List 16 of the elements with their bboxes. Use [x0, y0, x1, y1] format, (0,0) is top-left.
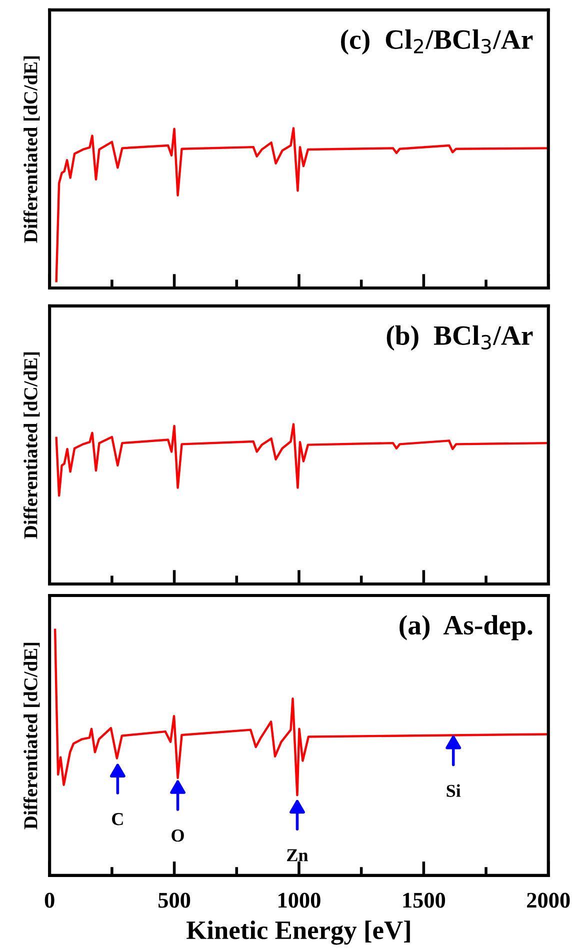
x-tick-label: 0 — [44, 892, 54, 908]
x-axis-title: Kinetic Energy [eV] — [186, 920, 410, 945]
chart-title: (b) BCl$_{3}$/Ar — [386, 325, 533, 351]
x-tick-label: 500 — [158, 892, 190, 908]
annotation: Si — [446, 784, 461, 797]
y-axis-title: Differentiated [dC/dE] — [23, 56, 40, 243]
chart-title: (a) As-dep. — [400, 615, 532, 640]
annotation: C — [112, 813, 123, 826]
chart-title: (c) Cl$_{2}$/BCl$_{3}$/Ar — [341, 29, 533, 55]
x-tick-label: 1000 — [278, 892, 320, 908]
x-tick-label: 1500 — [403, 892, 446, 908]
x-tick-label: 2000 — [527, 892, 570, 908]
annotation: Zn — [287, 849, 308, 862]
y-axis-title: Differentiated [dC/dE] — [23, 642, 40, 830]
y-axis-title: Differentiated [dC/dE] — [23, 352, 40, 539]
annotation: O — [172, 830, 184, 842]
